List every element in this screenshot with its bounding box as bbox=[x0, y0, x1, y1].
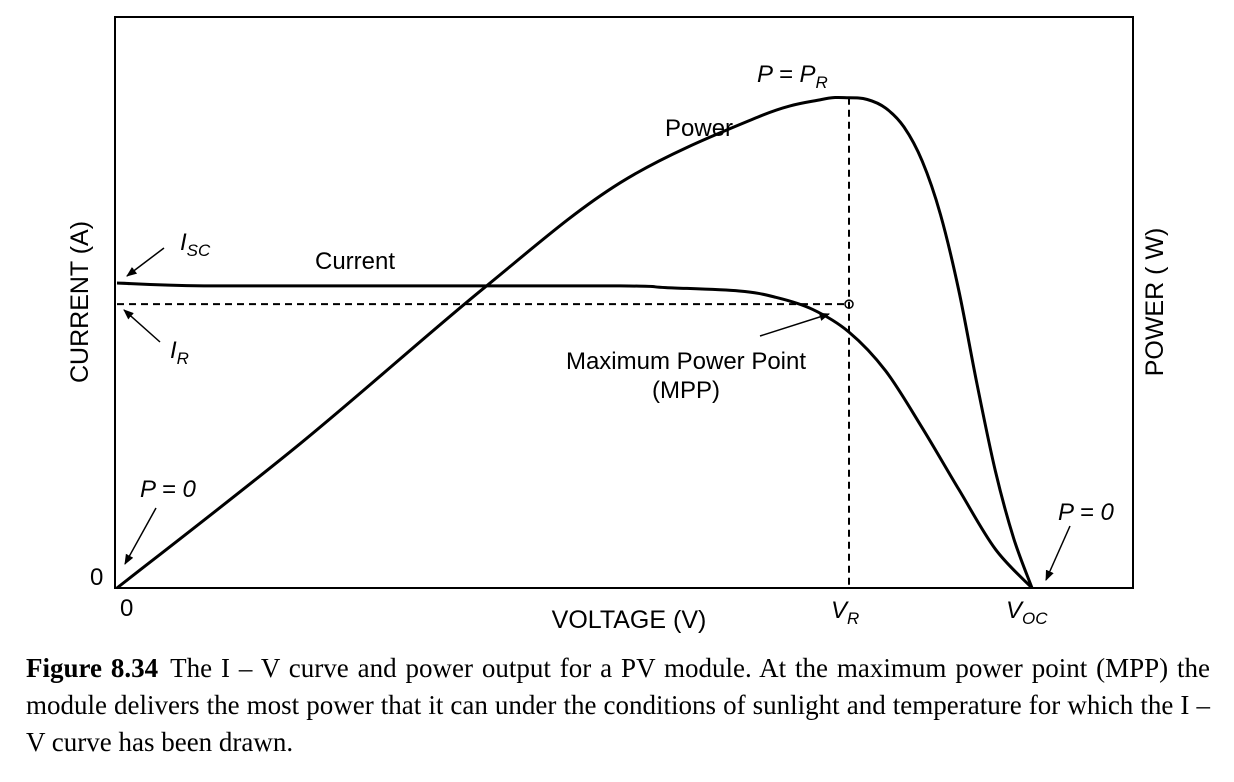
mpp-marker bbox=[844, 299, 854, 309]
y-tick-zero: 0 bbox=[90, 564, 103, 591]
x-tick-vr: VR bbox=[831, 597, 859, 628]
x-axis-title: VOLTAGE (V) bbox=[552, 606, 707, 634]
caption-text: The I – V curve and power output for a P… bbox=[26, 653, 1211, 757]
x-tick-voc: VOC bbox=[1006, 597, 1048, 628]
y-axis-right-title: POWER ( W) bbox=[1141, 228, 1169, 377]
mpp-label-line2: (MPP) bbox=[652, 377, 720, 404]
iv-power-chart: CURRENT (A) POWER ( W) VOLTAGE (V) 0 0 V… bbox=[66, 16, 1169, 634]
x-tick-zero: 0 bbox=[120, 595, 133, 622]
p-zero-left-label: P = 0 bbox=[140, 476, 196, 503]
y-axis-left-title: CURRENT (A) bbox=[66, 221, 94, 383]
p-zero-left-arrow bbox=[124, 507, 157, 565]
figure-caption: Figure 8.34 The I – V curve and power out… bbox=[26, 650, 1210, 761]
p-zero-right-arrow bbox=[1045, 525, 1071, 581]
current-series-label: Current bbox=[315, 248, 395, 275]
isc-arrow bbox=[126, 247, 165, 277]
p-max-label: P = PR bbox=[757, 61, 828, 92]
plot-frame bbox=[114, 16, 1134, 589]
mpp-label-line1: Maximum Power Point bbox=[566, 348, 806, 375]
p-zero-right-label: P = 0 bbox=[1058, 499, 1114, 526]
current-series-line bbox=[116, 281, 1034, 590]
power-series-line bbox=[116, 95, 1034, 590]
isc-label: ISC bbox=[180, 229, 211, 260]
figure-number: Figure 8.34 bbox=[26, 653, 159, 683]
ir-arrow bbox=[123, 309, 161, 343]
power-series-label: Power bbox=[665, 115, 733, 142]
ir-label: IR bbox=[170, 337, 189, 368]
mpp-arrow bbox=[759, 312, 831, 337]
